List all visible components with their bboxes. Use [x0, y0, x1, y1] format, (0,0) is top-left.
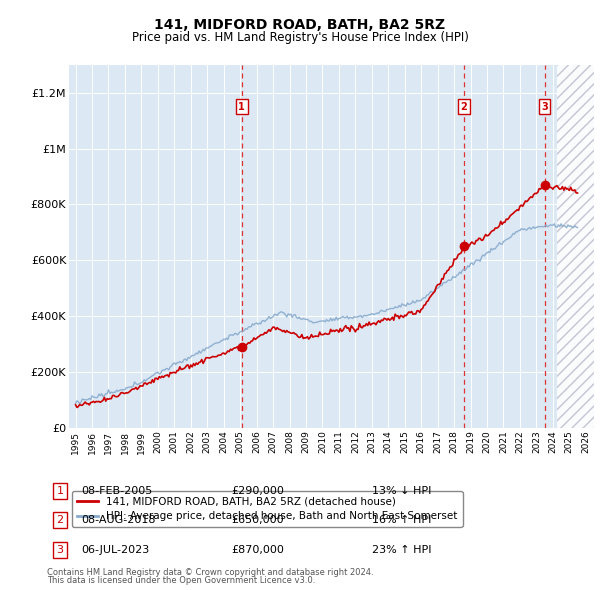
Text: 13% ↓ HPI: 13% ↓ HPI: [372, 486, 431, 496]
Text: £650,000: £650,000: [231, 516, 284, 525]
Text: 1: 1: [238, 101, 245, 112]
Text: 3: 3: [56, 545, 64, 555]
Text: 2: 2: [56, 516, 64, 525]
Text: 16% ↑ HPI: 16% ↑ HPI: [372, 516, 431, 525]
Text: £870,000: £870,000: [231, 545, 284, 555]
Text: 141, MIDFORD ROAD, BATH, BA2 5RZ: 141, MIDFORD ROAD, BATH, BA2 5RZ: [154, 18, 446, 32]
Text: 08-FEB-2005: 08-FEB-2005: [81, 486, 152, 496]
Text: Contains HM Land Registry data © Crown copyright and database right 2024.: Contains HM Land Registry data © Crown c…: [47, 568, 373, 577]
Text: 06-JUL-2023: 06-JUL-2023: [81, 545, 149, 555]
Text: 2: 2: [461, 101, 467, 112]
Text: 1: 1: [56, 486, 64, 496]
Bar: [557, 65, 594, 428]
Text: 08-AUG-2018: 08-AUG-2018: [81, 516, 155, 525]
Text: 23% ↑ HPI: 23% ↑ HPI: [372, 545, 431, 555]
Text: £290,000: £290,000: [231, 486, 284, 496]
Text: 3: 3: [541, 101, 548, 112]
Legend: 141, MIDFORD ROAD, BATH, BA2 5RZ (detached house), HPI: Average price, detached : 141, MIDFORD ROAD, BATH, BA2 5RZ (detach…: [71, 491, 463, 527]
Text: Price paid vs. HM Land Registry's House Price Index (HPI): Price paid vs. HM Land Registry's House …: [131, 31, 469, 44]
Text: This data is licensed under the Open Government Licence v3.0.: This data is licensed under the Open Gov…: [47, 576, 315, 585]
